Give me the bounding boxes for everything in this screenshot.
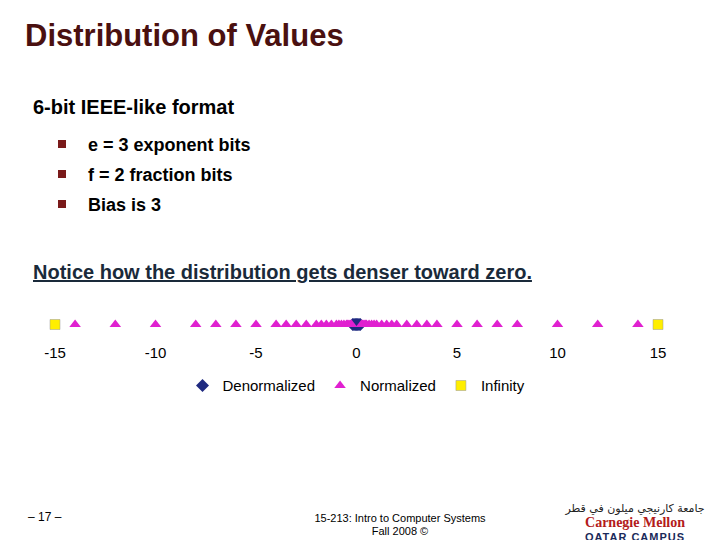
html-text:– 17 –: – 17 – [28,510,62,524]
svg-text:10: 10 [549,344,566,361]
html-text:جامعة كارنيجي ميلون في قطر: جامعة كارنيجي ميلون في قطر [565,502,705,515]
html-text:Fall 2008 ©: Fall 2008 © [371,525,429,537]
svg-text:0: 0 [352,344,360,361]
html-text:Carnegie Mellon: Carnegie Mellon [585,515,685,530]
html-text:6-bit IEEE-like format: 6-bit IEEE-like format [33,96,235,118]
html-text:e = 3 exponent bits: e = 3 exponent bits [88,135,251,155]
svg-text:-5: -5 [249,344,262,361]
svg-text:Denormalized: Denormalized [223,377,316,394]
html-text:f = 2 fraction bits: f = 2 fraction bits [88,165,233,185]
svg-text:Normalized: Normalized [360,377,436,394]
html-text:Distribution of Values: Distribution of Values [25,18,344,53]
svg-text:15: 15 [650,344,667,361]
html-text:Bias is 3: Bias is 3 [88,195,161,215]
html-text:15-213: Intro to Computer Syst: 15-213: Intro to Computer Systems [314,512,486,524]
svg-text:-15: -15 [44,344,66,361]
svg-text:-10: -10 [145,344,167,361]
svg-text:Infinity: Infinity [481,377,525,394]
svg-text:5: 5 [453,344,461,361]
html-text:Notice how the distribution ge: Notice how the distribution gets denser … [33,261,532,283]
